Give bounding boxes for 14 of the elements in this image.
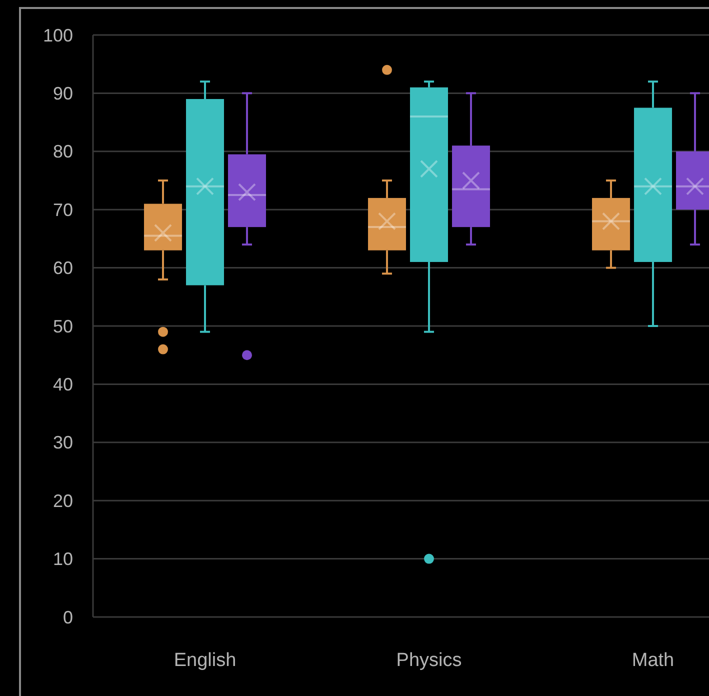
- y-tick-label: 50: [52, 316, 73, 336]
- y-tick-label: 20: [52, 490, 73, 511]
- x-tick-label: Physics: [396, 650, 462, 671]
- y-tick-label: 0: [62, 607, 73, 628]
- y-tick-label: 100: [42, 25, 73, 46]
- y-tick-label: 80: [52, 142, 73, 162]
- y-tick-label: 30: [52, 432, 73, 453]
- x-tick-label: English: [174, 650, 236, 671]
- y-tick-label: 70: [52, 200, 73, 220]
- y-tick-label: 90: [52, 84, 73, 104]
- y-tick-label: 10: [52, 549, 73, 570]
- x-tick-label: Math: [632, 650, 674, 671]
- y-tick-label: 40: [52, 374, 73, 394]
- y-tick-label: 60: [52, 258, 73, 278]
